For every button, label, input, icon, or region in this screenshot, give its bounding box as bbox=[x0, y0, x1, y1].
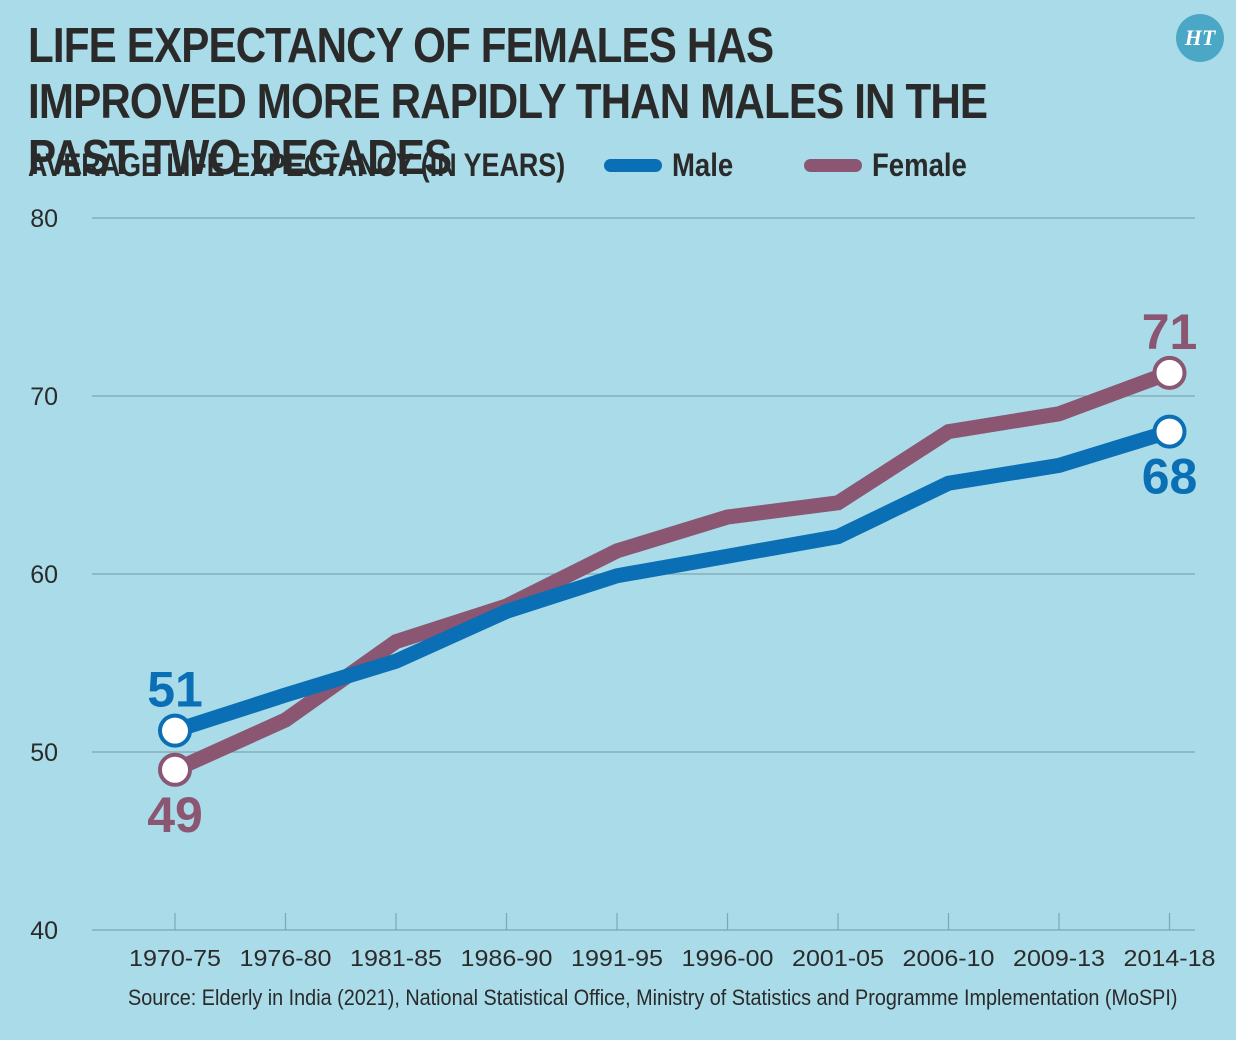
data-label-female-9: 71 bbox=[1142, 304, 1198, 360]
endpoint-marker-male-0 bbox=[158, 713, 192, 748]
endpoint-marker-male-9 bbox=[1152, 414, 1187, 449]
x-tick-label-3: 1986-90 bbox=[461, 945, 553, 971]
y-tick-label-70: 70 bbox=[30, 383, 58, 411]
logo-text: HT bbox=[1184, 25, 1216, 50]
x-tick-label-9: 2014-18 bbox=[1124, 945, 1216, 971]
data-label-female-0: 49 bbox=[147, 787, 203, 843]
data-label-male-9: 68 bbox=[1142, 449, 1198, 505]
chart-title: LIFE EXPECTANCY OF FEMALES HAS IMPROVED … bbox=[28, 19, 988, 185]
endpoint-marker-female-9 bbox=[1152, 355, 1187, 390]
data-label-male-0: 51 bbox=[147, 662, 203, 718]
legend-label-female: Female bbox=[872, 147, 967, 183]
y-tick-label-50: 50 bbox=[30, 739, 58, 767]
endpoint-marker-female-0 bbox=[158, 752, 192, 787]
y-tick-label-60: 60 bbox=[30, 561, 58, 589]
ht-logo: HT bbox=[1176, 14, 1224, 62]
x-tick-label-5: 1996-00 bbox=[682, 945, 774, 971]
x-tick-label-1: 1976-80 bbox=[240, 945, 332, 971]
legend-label-male: Male bbox=[672, 147, 734, 183]
x-tick-label-6: 2001-05 bbox=[792, 945, 884, 971]
y-tick-label-40: 40 bbox=[30, 917, 58, 945]
legend-swatch-male bbox=[604, 159, 662, 172]
x-tick-label-0: 1970-75 bbox=[129, 945, 221, 971]
source-note: Source: Elderly in India (2021), Nationa… bbox=[128, 985, 1178, 1010]
x-tick-label-7: 2006-10 bbox=[903, 945, 995, 971]
x-tick-label-2: 1981-85 bbox=[350, 945, 442, 971]
y-axis-label: AVERAGE LIFE EXPECTANCY (IN YEARS) bbox=[28, 147, 566, 183]
legend-swatch-female bbox=[804, 159, 862, 172]
y-tick-label-80: 80 bbox=[30, 205, 58, 233]
x-tick-label-4: 1991-95 bbox=[571, 945, 663, 971]
legend-item-male: Male bbox=[604, 147, 743, 184]
series-line-male bbox=[172, 424, 1172, 738]
legend-item-female: Female bbox=[804, 147, 982, 184]
x-tick-label-8: 2009-13 bbox=[1013, 945, 1105, 971]
